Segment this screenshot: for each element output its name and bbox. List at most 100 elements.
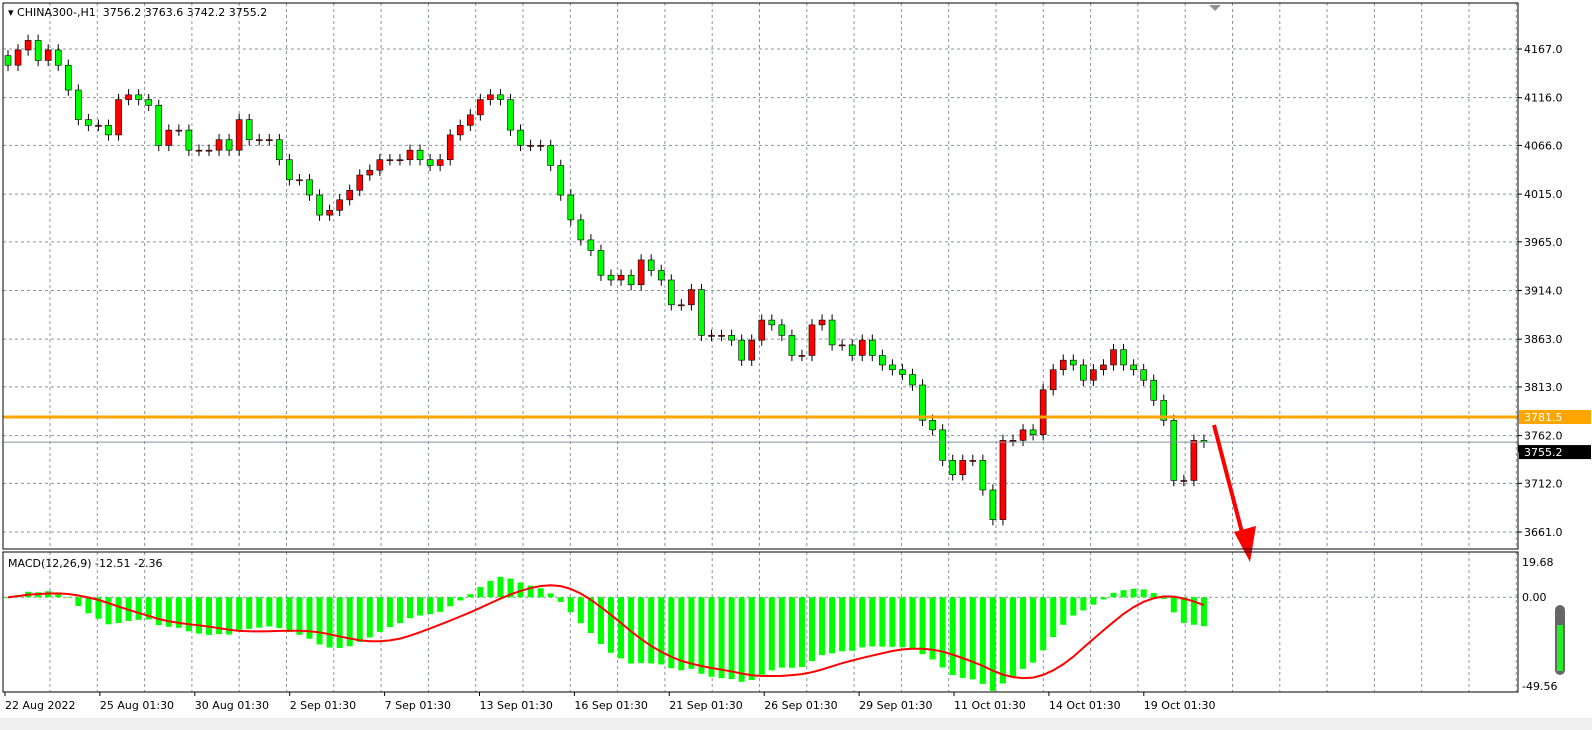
macd-histogram-bar xyxy=(1150,592,1157,598)
candle-body xyxy=(537,145,544,147)
candle-body xyxy=(868,339,876,356)
candle-body xyxy=(346,189,354,201)
candle-body xyxy=(507,99,514,131)
candle-body xyxy=(1059,359,1067,371)
candle-body xyxy=(909,374,916,386)
macd-histogram-bar xyxy=(778,597,785,668)
macd-histogram-bar xyxy=(859,597,866,648)
macd-histogram-bar xyxy=(507,578,514,598)
macd-histogram-bar xyxy=(648,597,655,664)
candle-body xyxy=(316,194,323,216)
macd-tick-label: 19.68 xyxy=(1522,556,1554,569)
macd-histogram-bar xyxy=(939,597,946,668)
time-tick-label: 21 Sep 01:30 xyxy=(669,699,742,712)
macd-histogram-bar xyxy=(266,597,273,627)
macd-histogram-bar xyxy=(1160,597,1167,599)
candle-body xyxy=(175,129,183,132)
macd-histogram-bar xyxy=(869,597,876,647)
arrow-head-icon xyxy=(1234,526,1256,562)
macd-histogram-bar xyxy=(55,592,62,598)
candle-body xyxy=(487,94,494,100)
candle-body xyxy=(336,199,343,211)
price-tick-label: 4116.0 xyxy=(1524,92,1563,105)
macd-histogram-bar xyxy=(467,594,474,598)
time-tick-label: 30 Aug 01:30 xyxy=(195,699,269,712)
macd-histogram-bar xyxy=(889,597,896,647)
candle-body xyxy=(265,139,273,141)
candle-body xyxy=(1110,349,1117,366)
macd-histogram-bar xyxy=(276,597,283,629)
candle-body xyxy=(798,355,806,357)
candle-body xyxy=(939,429,946,461)
candle-body xyxy=(667,279,675,306)
level-price-label: 3781.5 xyxy=(1524,411,1563,424)
macd-histogram-bar xyxy=(226,597,233,635)
macd-histogram-bar xyxy=(115,597,122,623)
macd-histogram-bar xyxy=(175,597,182,628)
candle-body xyxy=(678,304,685,307)
candle-body xyxy=(889,364,896,371)
macd-histogram-bar xyxy=(75,597,82,607)
candle-body xyxy=(1019,429,1027,441)
candle-body xyxy=(205,149,213,152)
macd-histogram-bar xyxy=(477,587,484,598)
macd-histogram-bar xyxy=(638,597,645,663)
candle-body xyxy=(386,159,394,162)
candle-body xyxy=(808,324,816,356)
candle-body xyxy=(1150,379,1157,401)
macd-histogram-bar xyxy=(296,597,303,635)
candle-body xyxy=(858,339,866,356)
candle-body xyxy=(848,344,856,356)
time-tick-label: 16 Sep 01:30 xyxy=(574,699,647,712)
candle-body xyxy=(1120,349,1127,366)
candle-body xyxy=(929,420,936,431)
macd-signal-line xyxy=(7,584,1205,680)
low-value: 3742.2 xyxy=(186,6,226,19)
open-value: 3756.2 xyxy=(102,6,142,19)
macd-histogram-bar xyxy=(819,597,826,656)
macd-histogram-bar xyxy=(618,597,625,659)
macd-histogram-bar xyxy=(788,597,795,668)
macd-histogram-bar xyxy=(1120,590,1127,598)
candle-body xyxy=(185,129,193,151)
time-tick-label: 29 Sep 01:30 xyxy=(859,699,932,712)
macd-histogram-bar xyxy=(688,597,695,669)
macd-histogram-bar xyxy=(447,597,454,607)
price-tick-label: 4015.0 xyxy=(1524,188,1563,201)
macd-histogram-bar xyxy=(839,597,846,652)
macd-histogram-bar xyxy=(738,597,745,682)
candle-body xyxy=(818,319,826,326)
macd-tick-label: -49.56 xyxy=(1522,680,1557,693)
macd-histogram-bar xyxy=(1090,597,1097,605)
candle-body xyxy=(65,64,72,91)
symbol: CHINA300-,H1 xyxy=(17,6,96,19)
candle-body xyxy=(396,159,404,162)
macd-histogram-bar xyxy=(658,597,665,665)
scroll-marker-icon xyxy=(1209,5,1221,11)
candle-body xyxy=(979,460,987,491)
macd-histogram-bar xyxy=(979,597,986,684)
candle-body xyxy=(758,319,766,341)
price-tick-label: 3863.0 xyxy=(1524,333,1563,346)
candle-body xyxy=(1130,364,1137,371)
candle-body xyxy=(406,149,414,161)
candle-body xyxy=(245,119,253,140)
macd-histogram-bar xyxy=(587,597,594,634)
candle-body xyxy=(597,250,605,276)
macd-histogram-bar xyxy=(5,597,11,599)
macd-histogram-bar xyxy=(145,597,152,620)
candle-body xyxy=(788,335,796,356)
macd-histogram-bar xyxy=(748,597,755,681)
macd-histogram-bar xyxy=(346,597,353,647)
price-tick-label: 3762.0 xyxy=(1524,430,1563,443)
candle-body xyxy=(1090,369,1097,381)
main-pane-frame xyxy=(2,2,1519,550)
macd-histogram-bar xyxy=(1130,588,1137,598)
bottom-bar xyxy=(0,718,1592,730)
level-price-tag xyxy=(1519,409,1591,424)
macd-histogram-bar xyxy=(417,597,424,616)
candle-body xyxy=(1160,399,1168,421)
macd-histogram-bar xyxy=(678,597,685,671)
down-arrow-icon xyxy=(1212,424,1246,541)
